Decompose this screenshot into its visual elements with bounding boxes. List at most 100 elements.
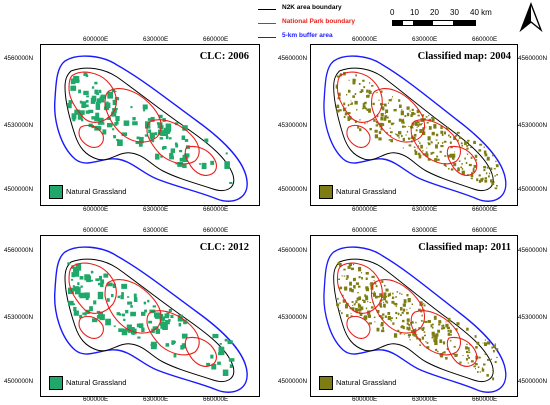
- natural-grassland-patch: [425, 341, 427, 343]
- natural-grassland-patch: [403, 121, 405, 124]
- natural-grassland-patch: [496, 356, 498, 359]
- natural-grassland-patch: [71, 265, 75, 269]
- natural-grassland-patch: [400, 325, 403, 329]
- natural-grassland-patch: [452, 153, 456, 158]
- national-park-boundary: [446, 336, 478, 367]
- natural-grassland-patch: [402, 303, 406, 307]
- natural-grassland-patch: [337, 297, 339, 300]
- natural-grassland-patch: [346, 314, 349, 318]
- national-park-boundary: [68, 262, 117, 314]
- natural-grassland-patch: [225, 152, 228, 155]
- natural-grassland-patch: [335, 84, 338, 87]
- natural-grassland-patch: [409, 307, 411, 310]
- natural-grassland-patch: [455, 328, 458, 331]
- natural-grassland-patch: [339, 73, 342, 76]
- natural-grassland-patch: [369, 128, 372, 131]
- y-tick-label-right: 4500000N: [518, 186, 548, 193]
- natural-grassland-patch: [437, 142, 440, 145]
- natural-grassland-patch: [383, 117, 387, 121]
- natural-grassland-patch: [353, 303, 356, 306]
- natural-grassland-patch: [96, 92, 99, 96]
- natural-grassland-patch: [413, 335, 416, 337]
- natural-grassland-patch: [164, 320, 170, 325]
- natural-grassland-patch: [362, 79, 365, 82]
- natural-grassland-patch: [359, 312, 363, 316]
- natural-grassland-patch: [71, 113, 77, 120]
- natural-grassland-patch: [348, 116, 352, 120]
- natural-grassland-patch: [483, 150, 487, 154]
- natural-grassland-patch: [347, 118, 350, 121]
- natural-grassland-patch: [102, 129, 107, 135]
- natural-grassland-patch: [106, 282, 113, 287]
- north-arrow-icon: [519, 2, 543, 33]
- natural-grassland-patch: [366, 89, 369, 93]
- natural-grassland-patch: [210, 160, 215, 165]
- natural-grassland-patch: [148, 320, 153, 324]
- natural-grassland-patch: [398, 131, 402, 135]
- natural-grassland-patch: [407, 327, 411, 331]
- natural-grassland-patch: [347, 104, 350, 107]
- natural-grassland-patch: [398, 104, 402, 108]
- natural-grassland-patch: [97, 291, 104, 300]
- natural-grassland-patch: [382, 106, 384, 109]
- natural-grassland-patch: [385, 109, 389, 114]
- natural-grassland-patch: [359, 119, 361, 121]
- natural-grassland-patch: [495, 160, 497, 162]
- natural-grassland-patch: [112, 128, 115, 131]
- natural-grassland-patch: [448, 154, 451, 158]
- natural-grassland-patch: [364, 295, 368, 298]
- natural-grassland-patch: [371, 292, 373, 294]
- natural-grassland-patch: [419, 142, 421, 145]
- natural-grassland-patch: [457, 167, 460, 169]
- natural-grassland-patch: [391, 300, 395, 304]
- y-tick-label-right: 4530000N: [518, 122, 548, 129]
- natural-grassland-patch: [341, 275, 343, 277]
- natural-grassland-patch: [374, 129, 378, 133]
- natural-grassland-patch: [479, 371, 481, 373]
- natural-grassland-patch: [218, 346, 225, 355]
- natural-grassland-patch: [444, 155, 447, 157]
- natural-grassland-patch: [379, 303, 381, 305]
- natural-grassland-patch: [405, 134, 407, 136]
- national-park-boundary: [146, 310, 200, 356]
- natural-grassland-patch: [364, 107, 368, 110]
- natural-grassland-patch: [390, 135, 392, 137]
- natural-grassland-patch: [224, 338, 228, 342]
- natural-grassland-patch: [344, 112, 348, 116]
- natural-grassland-patch: [376, 115, 379, 118]
- natural-grassland-patch: [135, 141, 140, 145]
- n2k-area-boundary: [333, 258, 494, 382]
- natural-grassland-patch: [418, 140, 420, 142]
- natural-grassland-patch: [475, 346, 478, 349]
- x-tick-label: 600000E: [352, 227, 378, 234]
- natural-grassland-patch: [77, 79, 80, 83]
- natural-grassland-patch: [465, 346, 468, 350]
- natural-grassland-patch: [374, 282, 377, 285]
- natural-grassland-patch: [397, 312, 400, 316]
- natural-grassland-patch: [366, 94, 370, 98]
- natural-grassland-patch: [141, 327, 145, 333]
- natural-grassland-patch: [154, 132, 158, 136]
- natural-grassland-patch: [183, 319, 187, 325]
- natural-grassland-patch: [362, 105, 366, 109]
- natural-grassland-patch: [401, 311, 404, 314]
- natural-grassland-patch: [138, 323, 144, 329]
- natural-grassland-patch: [496, 173, 498, 176]
- natural-grassland-patch: [179, 157, 185, 162]
- x-tick-label: 660000E: [203, 36, 229, 43]
- x-tick-label: 600000E: [83, 36, 109, 43]
- natural-grassland-patch: [117, 295, 121, 299]
- natural-grassland-patch: [159, 316, 166, 321]
- natural-grassland-patch: [379, 305, 383, 308]
- natural-grassland-patch: [415, 321, 417, 324]
- natural-grassland-patch: [480, 178, 484, 182]
- natural-grassland-patch: [465, 358, 468, 361]
- natural-grassland-patch: [367, 300, 369, 303]
- natural-grassland-patch: [95, 101, 99, 106]
- x-tick-label: 630000E: [143, 206, 169, 213]
- x-tick-label: 600000E: [83, 396, 109, 403]
- natural-grassland-patch: [402, 147, 404, 149]
- panel-legend: Natural Grassland: [319, 376, 429, 390]
- natural-grassland-patch: [74, 109, 81, 115]
- natural-grassland-patch: [156, 122, 159, 125]
